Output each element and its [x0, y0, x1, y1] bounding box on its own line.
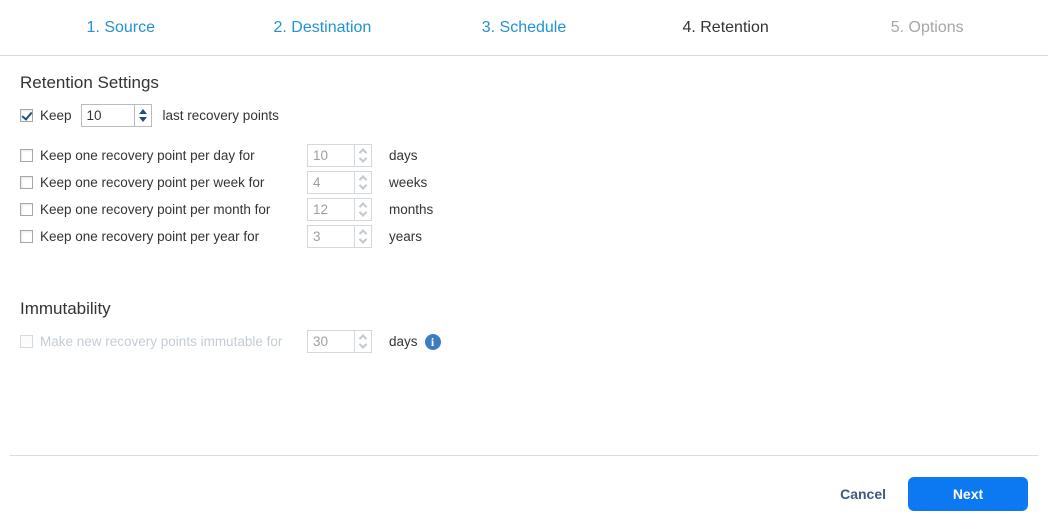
keep-per-month-label: Keep one recovery point per month for: [40, 202, 271, 217]
tab-retention[interactable]: 4. Retention: [682, 19, 769, 36]
keep-per-month-checkbox[interactable]: [20, 203, 33, 216]
immutability-row: Make new recovery points immutable for d…: [20, 328, 1028, 355]
keep-per-year-spinner: [307, 225, 372, 248]
footer-divider: [10, 455, 1038, 456]
spinner-down-icon[interactable]: [138, 117, 147, 122]
retention-settings-heading: Retention Settings: [20, 73, 159, 92]
keep-per-week-spinner-buttons: [354, 172, 371, 193]
next-button[interactable]: Next: [908, 477, 1028, 511]
keep-per-year-checkbox[interactable]: [20, 230, 33, 243]
keep-per-month-row: Keep one recovery point per month for mo…: [20, 196, 1028, 223]
immutability-spinner: [307, 330, 372, 353]
keep-per-week-spinner: [307, 171, 372, 194]
spinner-up-icon[interactable]: [138, 109, 147, 114]
keep-per-year-label: Keep one recovery point per year for: [40, 229, 260, 244]
wizard-step-tabs: 1. Source 2. Destination 3. Schedule 4. …: [0, 0, 1048, 56]
keep-per-week-input[interactable]: [308, 172, 354, 193]
tab-schedule[interactable]: 3. Schedule: [481, 19, 567, 36]
keep-last-suffix: last recovery points: [162, 108, 279, 123]
keep-per-day-unit: days: [389, 148, 418, 163]
keep-per-year-unit: years: [389, 229, 423, 244]
immutability-input: [308, 331, 354, 352]
tab-options[interactable]: 5. Options: [890, 19, 964, 36]
keep-per-year-input[interactable]: [308, 226, 354, 247]
keep-per-month-input[interactable]: [308, 199, 354, 220]
keep-per-week-checkbox[interactable]: [20, 176, 33, 189]
spinner-down-icon: [358, 208, 368, 217]
spinner-down-icon: [358, 340, 368, 349]
keep-last-spinner: [80, 104, 152, 127]
keep-per-month-unit: months: [389, 202, 434, 217]
keep-per-day-input[interactable]: [308, 145, 354, 166]
immutability-label: Make new recovery points immutable for: [40, 334, 283, 349]
immutability-spinner-buttons: [354, 331, 371, 352]
spinner-down-icon: [358, 181, 368, 190]
keep-last-input[interactable]: [81, 105, 134, 126]
keep-per-day-spinner-buttons: [354, 145, 371, 166]
tab-source[interactable]: 1. Source: [86, 19, 156, 36]
keep-per-month-spinner-buttons: [354, 199, 371, 220]
keep-per-year-spinner-buttons: [354, 226, 371, 247]
wizard-footer: Cancel Next: [840, 477, 1028, 511]
keep-per-day-checkbox[interactable]: [20, 149, 33, 162]
retention-step-panel: Retention Settings Keep last recovery po…: [0, 73, 1048, 355]
keep-per-week-row: Keep one recovery point per week for wee…: [20, 169, 1028, 196]
periodic-retention-rows: Keep one recovery point per day for days…: [20, 142, 1028, 250]
keep-per-day-spinner: [307, 144, 372, 167]
keep-last-checkbox[interactable]: [20, 109, 33, 122]
keep-last-spinner-buttons[interactable]: [133, 105, 151, 126]
keep-per-week-unit: weeks: [389, 175, 428, 190]
keep-per-year-row: Keep one recovery point per year for yea…: [20, 223, 1028, 250]
keep-per-day-label: Keep one recovery point per day for: [40, 148, 255, 163]
keep-per-day-row: Keep one recovery point per day for days: [20, 142, 1028, 169]
immutability-heading: Immutability: [20, 299, 111, 318]
keep-per-week-label: Keep one recovery point per week for: [40, 175, 265, 190]
immutability-checkbox: [20, 335, 33, 348]
tab-destination[interactable]: 2. Destination: [273, 19, 372, 36]
info-icon[interactable]: i: [424, 333, 441, 350]
spinner-down-icon: [358, 154, 368, 163]
keep-per-month-spinner: [307, 198, 372, 221]
spinner-down-icon: [358, 235, 368, 244]
keep-last-row: Keep last recovery points: [20, 102, 1028, 129]
cancel-button[interactable]: Cancel: [840, 486, 886, 502]
immutability-unit: days: [389, 334, 418, 349]
keep-last-label: Keep: [40, 108, 72, 123]
